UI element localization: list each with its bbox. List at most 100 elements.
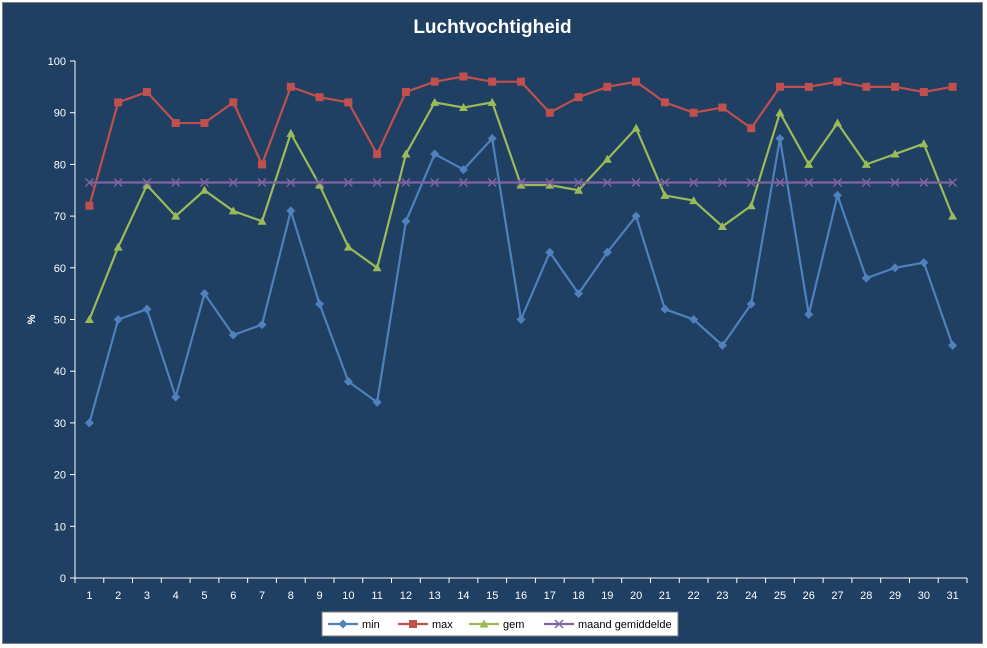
data-point	[804, 309, 814, 319]
data-point	[84, 315, 94, 323]
data-point	[602, 154, 612, 163]
data-point	[257, 216, 267, 225]
x-tick-label: 5	[201, 590, 207, 602]
data-point	[171, 211, 181, 220]
data-point	[114, 98, 123, 107]
data-point	[286, 177, 296, 188]
x-tick-label: 14	[457, 590, 469, 602]
data-point	[258, 160, 267, 169]
data-point	[545, 177, 555, 188]
data-point	[574, 185, 584, 194]
data-point	[631, 177, 641, 188]
data-point	[372, 397, 382, 407]
x-tick-label: 21	[659, 590, 671, 602]
x-tick-label: 16	[515, 590, 527, 602]
y-tick-label: 0	[60, 573, 66, 585]
data-point	[488, 77, 497, 86]
data-point	[113, 315, 123, 324]
data-point	[631, 211, 641, 221]
data-point	[171, 392, 181, 402]
x-tick-label: 19	[601, 590, 613, 602]
x-tick-label: 2	[115, 590, 121, 602]
data-point	[804, 177, 814, 188]
series-min	[84, 134, 958, 428]
series-gem	[84, 97, 958, 323]
data-point	[833, 77, 842, 86]
series-max	[85, 72, 957, 210]
x-tick-label: 3	[144, 590, 150, 602]
data-point	[919, 88, 928, 97]
data-point	[458, 165, 468, 175]
data-point	[804, 159, 814, 168]
data-point	[804, 82, 813, 91]
data-point	[948, 340, 958, 350]
data-point	[343, 377, 353, 387]
y-tick-label: 30	[54, 418, 66, 430]
data-point	[85, 201, 94, 210]
data-point	[401, 88, 410, 97]
data-point	[632, 77, 641, 86]
data-point	[199, 185, 209, 194]
legend-label: gem	[503, 619, 524, 631]
x-tick-label: 8	[288, 590, 294, 602]
data-point	[142, 88, 151, 97]
x-tick-label: 7	[259, 590, 265, 602]
data-point	[890, 177, 900, 188]
legend-label: min	[362, 619, 380, 631]
data-point	[574, 289, 584, 299]
chart-title: Luchtvochtigheid	[413, 17, 572, 38]
data-point	[861, 159, 871, 168]
legend-label: max	[432, 619, 453, 631]
data-point	[171, 177, 181, 188]
x-tick-label: 31	[946, 590, 958, 602]
data-point	[343, 177, 353, 188]
data-point	[372, 263, 382, 272]
data-point	[833, 190, 843, 200]
legend-swatch-marker	[338, 619, 348, 629]
x-tick-label: 6	[230, 590, 236, 602]
data-point	[487, 177, 497, 188]
data-point	[574, 177, 584, 188]
data-point	[228, 206, 238, 215]
data-point	[315, 93, 324, 102]
data-point	[775, 177, 785, 188]
data-point	[545, 180, 555, 189]
data-point	[516, 315, 526, 324]
data-point	[142, 180, 152, 189]
data-point	[401, 216, 411, 226]
x-tick-label: 30	[918, 590, 930, 602]
data-point	[775, 134, 785, 144]
data-point	[545, 247, 555, 257]
data-point	[631, 123, 641, 132]
data-point	[919, 258, 929, 268]
legend-swatch-marker	[479, 619, 489, 628]
y-tick-label: 50	[54, 315, 66, 327]
data-point	[401, 149, 411, 158]
data-point	[717, 221, 727, 230]
y-tick-label: 90	[54, 108, 66, 120]
x-tick-label: 13	[429, 590, 441, 602]
series-maand-gemiddelde	[84, 177, 958, 188]
data-point	[171, 119, 180, 128]
data-point	[458, 177, 468, 188]
data-point	[430, 177, 440, 188]
x-tick-label: 28	[860, 590, 872, 602]
data-point	[689, 177, 699, 188]
x-tick-label: 4	[173, 590, 179, 602]
data-point	[948, 82, 957, 91]
data-point	[948, 177, 958, 188]
data-point	[919, 139, 929, 148]
legend-swatch-marker	[554, 619, 564, 629]
data-point	[574, 93, 583, 102]
data-point	[862, 82, 871, 91]
x-tick-label: 1	[86, 590, 92, 602]
data-point	[401, 177, 411, 188]
data-point	[315, 299, 325, 309]
y-tick-label: 80	[54, 159, 66, 171]
data-point	[343, 242, 353, 251]
data-point	[430, 77, 439, 86]
data-point	[286, 128, 296, 137]
legend-swatch-marker	[409, 620, 417, 628]
data-point	[459, 72, 468, 81]
x-tick-label: 26	[803, 590, 815, 602]
